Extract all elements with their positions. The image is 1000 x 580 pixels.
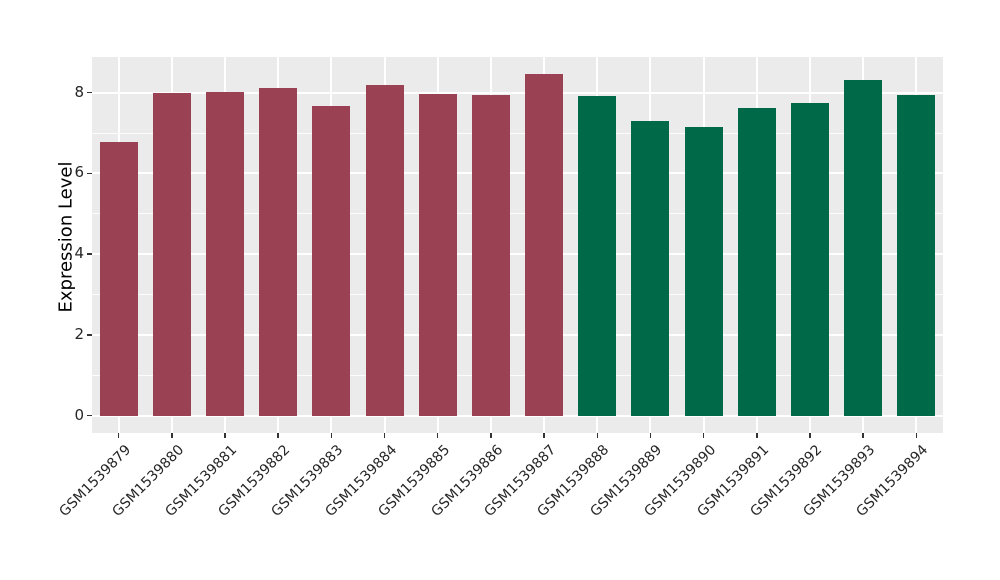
bar	[99, 141, 138, 416]
bar	[312, 106, 351, 416]
y-tick-label: 8	[74, 82, 84, 101]
gridline-major-h	[92, 253, 943, 256]
gridline-minor-h	[92, 213, 943, 215]
x-tick-mark	[490, 433, 492, 438]
x-tick-mark	[596, 433, 599, 438]
y-tick-label: 4	[74, 244, 84, 263]
x-tick-mark	[756, 433, 758, 438]
bar	[631, 120, 670, 416]
x-tick-mark	[330, 433, 333, 438]
x-tick-mark	[543, 433, 545, 438]
bar	[471, 95, 510, 416]
bar	[578, 95, 617, 416]
gridline-minor-h	[92, 294, 943, 296]
y-tick-mark	[87, 172, 92, 175]
bar	[205, 91, 244, 416]
x-tick-mark	[383, 433, 386, 438]
y-tick-mark	[87, 91, 92, 94]
gridline-major-h	[92, 333, 943, 336]
y-tick-label: 2	[74, 325, 84, 344]
bar	[737, 107, 776, 416]
y-tick-mark	[87, 253, 92, 255]
y-tick-label: 6	[74, 163, 84, 182]
x-tick-mark	[702, 433, 705, 438]
y-axis-title: Expression Level	[55, 161, 77, 313]
bar	[418, 93, 457, 416]
bar	[844, 80, 883, 416]
x-tick-mark	[862, 433, 864, 438]
plot-panel	[92, 57, 943, 433]
x-tick-mark	[915, 433, 918, 438]
x-tick-mark	[117, 433, 120, 438]
bar	[152, 93, 191, 416]
bar	[259, 87, 298, 416]
y-tick-mark	[87, 334, 92, 336]
gridline-minor-h	[92, 132, 943, 134]
bar	[791, 103, 830, 416]
y-tick-mark	[87, 414, 92, 417]
x-tick-mark	[436, 433, 439, 438]
gridline-major-h	[92, 91, 943, 94]
bar	[684, 126, 723, 416]
x-tick-mark	[171, 433, 173, 438]
gridline-major-h	[92, 414, 943, 417]
x-tick-mark	[809, 433, 811, 438]
bar	[365, 85, 404, 416]
y-tick-label: 0	[74, 405, 84, 424]
bar	[525, 74, 564, 416]
x-tick-mark	[224, 433, 226, 438]
bar	[897, 94, 936, 416]
x-tick-mark	[277, 433, 279, 438]
gridline-minor-h	[92, 374, 943, 376]
gridline-major-h	[92, 172, 943, 175]
x-tick-mark	[649, 433, 652, 438]
